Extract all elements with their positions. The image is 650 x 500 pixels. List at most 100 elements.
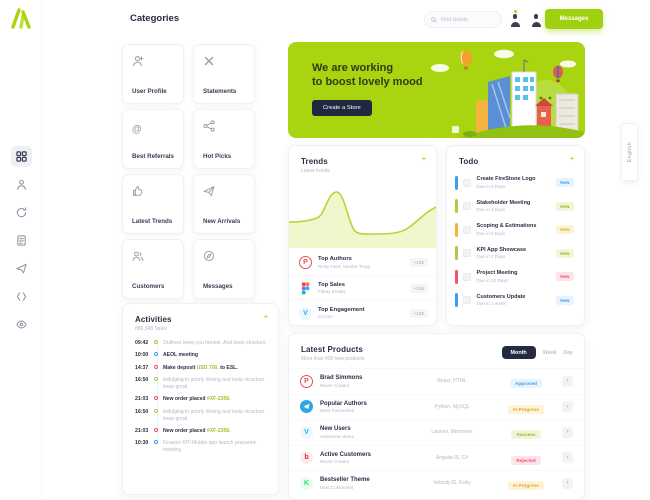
city-illustration: [431, 49, 585, 138]
sidebar-item-sync[interactable]: [11, 202, 32, 223]
priority-bar: [455, 269, 458, 284]
beats-icon: b: [300, 451, 313, 465]
banner-heading: We are working to boost lovely mood: [312, 62, 423, 88]
todo-title: Todo: [459, 157, 479, 166]
todo-item[interactable]: Customers Update Due in 1 week New: [447, 290, 584, 311]
user-profile-icon: [133, 56, 144, 67]
sidebar-item-preview[interactable]: [11, 314, 32, 335]
category-card-statements[interactable]: Statements: [193, 44, 255, 104]
status-badge: Success: [511, 430, 541, 440]
producthunt-icon: P: [300, 374, 313, 388]
trend-row-top-authors[interactable]: P Top Authors Ricky Hunt, Sandra Tropp +…: [289, 250, 436, 275]
category-card-latest-trends[interactable]: Latest Trends: [122, 174, 184, 234]
trend-badge: +125: [409, 308, 428, 318]
page-title: Categories: [130, 13, 180, 24]
tab-week[interactable]: Week: [542, 349, 557, 356]
activity-dot: [154, 408, 158, 413]
row-expand-button[interactable]: ›: [562, 426, 573, 438]
user-avatar-secondary[interactable]: [529, 13, 543, 27]
activity-time: 10:00: [135, 352, 149, 359]
product-row[interactable]: b Active Customers Movie Creator Angular…: [289, 444, 584, 471]
sidebar-nav: [0, 146, 42, 335]
todo-item[interactable]: Scoping & Estimations Due in 5 Days New: [447, 219, 584, 240]
todo-badge: New: [555, 295, 574, 305]
x-mark-icon: [204, 56, 214, 66]
sidebar-item-code[interactable]: [11, 286, 32, 307]
category-card-messages[interactable]: Messages: [193, 239, 255, 299]
compass-icon: [203, 250, 215, 262]
todo-add-icon[interactable]: +: [569, 156, 574, 163]
language-tab[interactable]: English: [621, 123, 638, 181]
trend-badge: +125: [409, 258, 428, 267]
category-label: Hot Picks: [203, 153, 232, 160]
todo-item[interactable]: Stakeholder Meeting Due in 3 Days New: [447, 196, 584, 217]
todo-checkbox[interactable]: [462, 272, 471, 281]
activities-more-icon[interactable]: +: [263, 314, 268, 321]
sidebar-item-send[interactable]: [11, 258, 32, 279]
activity-time: 16:50: [135, 408, 149, 415]
priority-bar: [455, 222, 458, 237]
priority-bar: [455, 246, 458, 260]
tab-month[interactable]: Month: [501, 346, 536, 359]
activity-item: 16:50 Indulging in poorly driving and ke…: [135, 408, 265, 422]
activity-time: 14:37: [135, 364, 149, 371]
products-period-tabs: Month Week Day: [501, 346, 573, 359]
todo-item[interactable]: KPI App Showcase Due in 2 Days New: [447, 243, 584, 264]
product-row[interactable]: Popular Authors Most Successful Python, …: [289, 393, 584, 420]
app-logo: [9, 6, 33, 30]
row-expand-button[interactable]: ›: [562, 477, 573, 489]
todo-checkbox[interactable]: [462, 225, 471, 234]
row-expand-button[interactable]: ›: [562, 375, 573, 387]
activity-time: 21:03: [135, 396, 149, 403]
activity-item: 10:30 Finance KPI Mobile app launch prep…: [135, 440, 257, 454]
messages-button[interactable]: Messages: [545, 9, 603, 29]
trend-row-top-sales[interactable]: Top Sales Fitbay Emails +125: [289, 275, 436, 300]
search-input[interactable]: Find Goods: [424, 11, 502, 28]
search-icon: [431, 16, 437, 23]
sidebar: [0, 0, 42, 500]
category-card-user-profile[interactable]: User Profile: [122, 44, 184, 104]
todo-badge: New: [555, 178, 574, 187]
balloon-orange: [460, 50, 472, 70]
todo-item[interactable]: Create FireStone Logo Due in 2 Days New: [447, 172, 584, 193]
trends-card: Trends Latest trends + P Top Authors Ric…: [288, 145, 437, 326]
activity-item: 16:50 Indulging in poorly driving and ke…: [135, 377, 265, 390]
activity-time: 16:50: [135, 377, 149, 384]
todo-item[interactable]: Project Meeting Due in 12 Days New: [447, 266, 584, 287]
promo-banner: We are working to boost lovely mood Crea…: [288, 42, 585, 138]
row-expand-button[interactable]: ›: [562, 401, 573, 413]
category-card-hot-picks[interactable]: Hot Picks: [193, 109, 255, 169]
todo-list: Create FireStone Logo Due in 2 Days New …: [447, 172, 584, 311]
trend-row-top-engagement[interactable]: V Top Engagement Ict.com +125: [289, 300, 436, 325]
activity-timeline: 09:42 Outlines keep you honest. And keep…: [123, 340, 278, 454]
todo-checkbox[interactable]: [462, 249, 471, 257]
trends-more-icon[interactable]: +: [421, 156, 426, 163]
todo-checkbox[interactable]: [462, 202, 471, 210]
sidebar-item-documents[interactable]: [11, 230, 32, 251]
category-card-new-arrivals[interactable]: New Arrivals: [193, 174, 255, 234]
vimeo-icon: V: [300, 425, 313, 439]
user-avatar[interactable]: [508, 10, 522, 27]
product-row[interactable]: V New Users Awesome Users Laravel, Memor…: [289, 419, 584, 445]
sidebar-item-dashboard[interactable]: [10, 146, 32, 167]
online-status-dot: [513, 10, 517, 13]
todo-checkbox[interactable]: [462, 178, 471, 187]
sidebar-item-profile[interactable]: [11, 174, 32, 195]
tab-day[interactable]: Day: [563, 349, 573, 356]
producthunt-icon: P: [299, 256, 312, 269]
category-card-customers[interactable]: Customers: [122, 239, 184, 299]
activity-dot: [154, 364, 158, 369]
categories-grid: User Profile Statements @ Best Referrals…: [122, 44, 255, 299]
category-card-best-referrals[interactable]: @ Best Referrals: [122, 109, 184, 169]
activity-dot: [154, 440, 158, 445]
trend-badge: +125: [409, 283, 428, 293]
activity-item: 14:37 Make deposit USD 700. to ESL.: [135, 364, 238, 371]
product-row[interactable]: P Brad Simmons Movie Creator React, HTML…: [289, 368, 584, 394]
activity-time: 21:03: [135, 428, 149, 434]
create-store-button[interactable]: Create a Store: [312, 100, 372, 116]
category-label: Statements: [203, 88, 237, 95]
row-expand-button[interactable]: ›: [562, 452, 573, 464]
products-list: P Brad Simmons Movie Creator React, HTML…: [289, 368, 584, 496]
product-row[interactable]: K Bestseller Theme Best Customers Veloci…: [289, 470, 584, 496]
todo-checkbox[interactable]: [462, 296, 471, 304]
